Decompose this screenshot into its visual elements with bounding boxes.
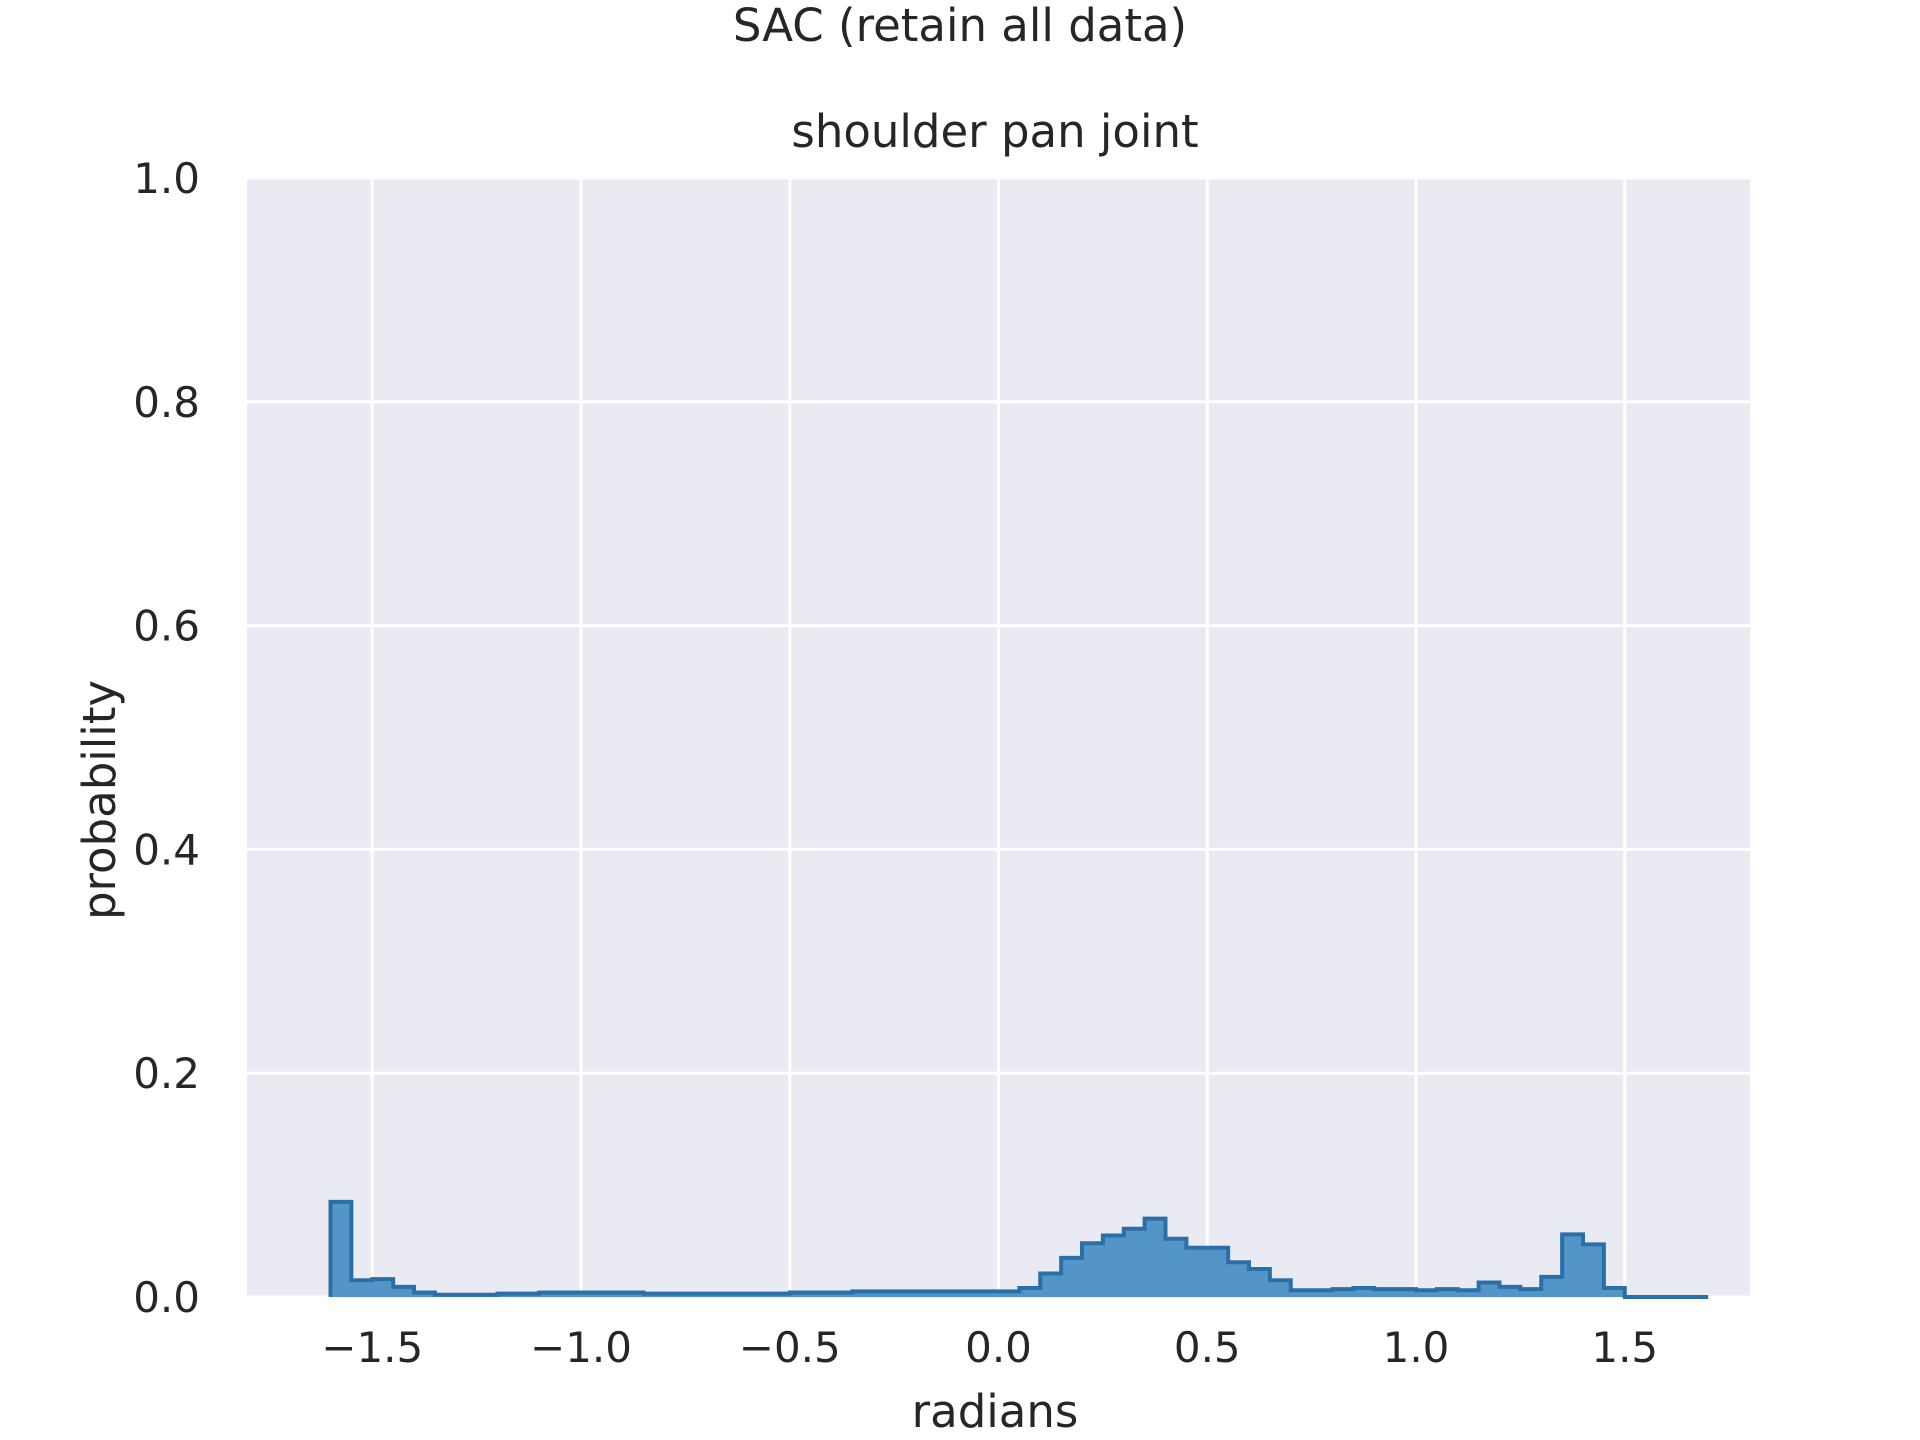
histogram-bar <box>1541 1276 1563 1297</box>
histogram-bar <box>1562 1234 1584 1297</box>
histogram-bar <box>539 1292 561 1297</box>
x-tick-label: 1.5 <box>1591 1323 1658 1372</box>
y-axis-label: probability <box>73 679 126 921</box>
y-tick-label: 0.2 <box>133 1049 200 1098</box>
histogram-bar <box>1416 1290 1438 1297</box>
histogram-bar <box>1520 1289 1542 1297</box>
histogram-bar <box>789 1292 812 1297</box>
histogram-bar <box>1228 1262 1250 1297</box>
histogram-bar <box>977 1291 999 1297</box>
y-tick-label: 0.6 <box>133 602 200 651</box>
x-tick-label: 0.0 <box>965 1323 1032 1372</box>
histogram-bar <box>1395 1289 1417 1297</box>
x-tick-label: 1.0 <box>1383 1323 1450 1372</box>
x-axis-label: radians <box>911 1385 1079 1438</box>
histogram-bar <box>1207 1247 1229 1297</box>
x-axis-ticks: −1.5 −1.0 −0.5 0.0 0.5 1.0 1.5 <box>321 1323 1658 1372</box>
histogram-bar <box>330 1201 352 1297</box>
histogram-bar <box>998 1291 1020 1297</box>
histogram-bar <box>1269 1280 1292 1297</box>
histogram-bar <box>1102 1235 1125 1297</box>
histogram-bar <box>1082 1243 1104 1297</box>
y-tick-label: 1.0 <box>133 154 200 203</box>
histogram-bar <box>1583 1244 1605 1297</box>
histogram-bar <box>622 1292 645 1297</box>
histogram-bar <box>393 1286 415 1297</box>
histogram-bar <box>414 1292 436 1297</box>
histogram-bar <box>601 1292 624 1297</box>
histogram-bar <box>1478 1282 1500 1297</box>
histogram-bar <box>873 1291 895 1297</box>
histogram-outline <box>328 1199 1709 1299</box>
y-tick-label: 0.0 <box>133 1273 200 1322</box>
histogram-bar <box>852 1291 874 1297</box>
histogram-bar <box>935 1291 958 1297</box>
histogram-bar <box>1165 1238 1187 1297</box>
histogram-bar <box>1332 1289 1354 1297</box>
y-axis-ticks: 0.0 0.2 0.4 0.6 0.8 1.0 <box>133 154 200 1322</box>
histogram-bar <box>1436 1289 1459 1297</box>
histogram-bar <box>1353 1288 1375 1297</box>
histogram-bar <box>1374 1289 1396 1297</box>
histogram-bar <box>915 1291 937 1297</box>
histogram-bar <box>810 1292 832 1297</box>
histogram-bar <box>831 1292 853 1297</box>
histogram-bar <box>1040 1273 1062 1297</box>
histogram-bar <box>1311 1290 1333 1297</box>
histogram-bar <box>956 1291 979 1297</box>
x-tick-label: −0.5 <box>739 1323 841 1372</box>
y-tick-label: 0.8 <box>133 378 200 427</box>
histogram-bar <box>372 1279 394 1297</box>
histogram-bar <box>1603 1288 1626 1297</box>
histogram-bar <box>1499 1286 1521 1297</box>
figure-suptitle: SAC (retain all data) <box>732 0 1188 52</box>
chart-title: shoulder pan joint <box>791 105 1199 158</box>
x-tick-label: −1.0 <box>530 1323 632 1372</box>
histogram-bar <box>1019 1288 1041 1297</box>
histogram-bar <box>1457 1290 1480 1297</box>
x-tick-label: −1.5 <box>321 1323 423 1372</box>
histogram-bar <box>894 1291 916 1297</box>
x-tick-label: 0.5 <box>1174 1323 1241 1372</box>
histogram-bar <box>560 1292 582 1297</box>
histogram-bar <box>1061 1257 1083 1297</box>
histogram-bar <box>1290 1290 1313 1297</box>
histogram-bar <box>351 1280 373 1297</box>
y-tick-label: 0.4 <box>133 825 200 874</box>
histogram-bar <box>1144 1218 1166 1297</box>
histogram-bar <box>1123 1228 1146 1297</box>
histogram-bar <box>1249 1269 1271 1297</box>
histogram-bar <box>1186 1247 1208 1297</box>
histogram-bar <box>581 1292 603 1297</box>
